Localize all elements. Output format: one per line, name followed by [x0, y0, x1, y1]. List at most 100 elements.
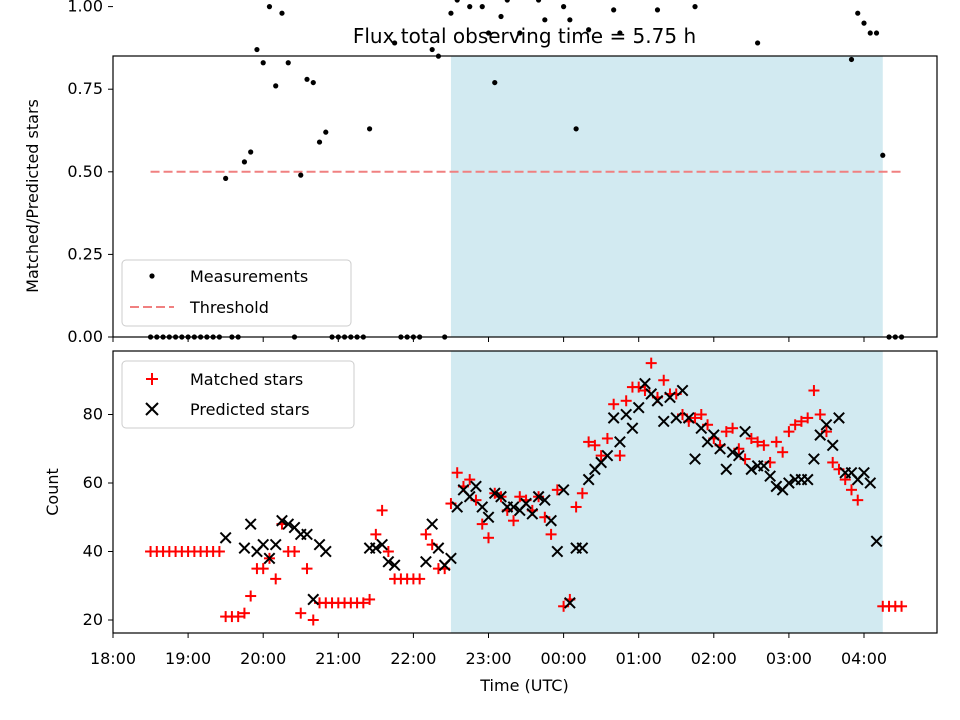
- chart-title: Flux total observing time = 5.75 h: [353, 24, 696, 48]
- measurement-point: [611, 7, 617, 13]
- predicted-star-point: [670, 412, 683, 424]
- measurement-point: [279, 10, 285, 16]
- bottom-y-tick-label: 60: [83, 473, 103, 492]
- x-tick-label: 01:00: [616, 649, 662, 668]
- predicted-star-point: [808, 453, 820, 465]
- measurement-point: [310, 79, 316, 86]
- bottom-panel: 20 40 60 80 18:00 19:00 20:00 21:00 22:00 23:00 00…: [43, 350, 938, 695]
- measurement-point: [479, 4, 485, 10]
- predicted-star-point: [545, 514, 557, 527]
- predicted-star-point: [689, 453, 701, 465]
- top-observing-window: [450, 56, 883, 337]
- matched-star-point: [288, 546, 300, 557]
- predicted-star-point: [870, 535, 883, 548]
- x-tick-label: 21:00: [315, 649, 361, 668]
- matched-star-point: [576, 487, 588, 499]
- matched-star-point: [245, 590, 257, 602]
- predicted-star-point: [269, 538, 282, 551]
- measurement-point: [266, 4, 273, 10]
- predicted-star-point: [582, 473, 595, 486]
- predicted-star-point: [319, 545, 332, 558]
- predicted-star-point: [538, 494, 551, 507]
- predicted-star-point: [244, 518, 257, 531]
- top-legend-box: [121, 259, 352, 327]
- measurement-point: [254, 46, 260, 53]
- matched-star-point: [464, 474, 476, 486]
- matched-star-point: [608, 398, 620, 410]
- measurement-point: [223, 175, 229, 182]
- predicted-star-point: [664, 391, 676, 404]
- top-y-tick-label: 1.00: [67, 0, 103, 16]
- predicted-star-point: [764, 470, 777, 483]
- x-tick-label: 22:00: [390, 649, 436, 668]
- matched-star-point: [232, 611, 244, 623]
- measurement-point: [855, 10, 861, 16]
- measurement-point: [561, 4, 567, 10]
- x-tick-label: 20:00: [240, 649, 286, 668]
- measurement-point: [692, 4, 698, 10]
- measurement-point: [848, 56, 855, 63]
- predicted-star-point: [607, 412, 620, 424]
- matched-star-point: [589, 439, 601, 451]
- predicted-star-point: [632, 401, 645, 414]
- predicted-star-point: [745, 463, 758, 476]
- top-panel: 0.000.250.500.751.001.25 Matched/Predict…: [23, 0, 938, 346]
- matched-star-point: [451, 467, 463, 479]
- predicted-star-point: [782, 477, 795, 489]
- predicted-star-point: [282, 518, 295, 531]
- predicted-star-point: [369, 542, 382, 554]
- x-tick-label: 03:00: [766, 649, 812, 668]
- predicted-star-point: [219, 531, 232, 544]
- matched-star-point: [845, 484, 857, 496]
- matched-star-point: [795, 415, 807, 427]
- predicted-star-point: [757, 459, 770, 472]
- measurement-point: [654, 7, 661, 13]
- x-tick-label: 23:00: [465, 649, 511, 668]
- matched-star-point: [364, 593, 376, 605]
- matched-star-point: [802, 412, 814, 424]
- predicted-star-point: [520, 497, 532, 510]
- matched-star-point: [270, 573, 282, 585]
- matched-star-point: [645, 357, 657, 369]
- measurement-point: [304, 76, 310, 82]
- measurement-point: [467, 4, 473, 10]
- measurement-point: [880, 152, 886, 158]
- matched-star-point: [695, 409, 707, 420]
- predicted-star-point: [620, 408, 633, 421]
- measurement-point: [366, 126, 373, 132]
- matched-star-point: [896, 600, 908, 612]
- matched-star-point: [727, 422, 739, 434]
- measurement-point: [454, 0, 460, 3]
- matched-star-point: [777, 446, 789, 458]
- matched-star-point: [583, 436, 595, 448]
- predicted-star-point: [451, 501, 464, 513]
- x-tick-label: 02:00: [691, 649, 737, 668]
- matched-star-point: [783, 426, 795, 438]
- measurement-point: [567, 17, 573, 23]
- predicted-star-point: [551, 545, 564, 558]
- matched-star-point: [420, 528, 432, 540]
- measurement-point: [298, 172, 304, 178]
- predicted-star-point: [563, 596, 576, 609]
- predicted-star-point: [470, 480, 482, 493]
- measurement-point: [241, 159, 248, 165]
- top-y-tick-label: 0.50: [67, 162, 103, 181]
- bottom-y-axis-label: Count: [43, 468, 62, 516]
- measurement-point: [485, 30, 492, 36]
- predicted-star-point: [739, 425, 751, 438]
- measurement-point: [285, 60, 291, 66]
- measurement-point: [617, 30, 623, 36]
- predicted-star-point: [682, 412, 695, 424]
- matched-star-point: [814, 409, 826, 420]
- top-panel-frame: [112, 55, 938, 338]
- predicted-star-point: [732, 449, 745, 462]
- matched-star-point: [483, 532, 494, 544]
- predicted-star-point: [376, 538, 389, 551]
- matched-star-point: [770, 436, 782, 448]
- matched-star-point: [382, 546, 394, 557]
- matched-legend-marker: [146, 373, 158, 385]
- measurement-point: [755, 40, 761, 46]
- bottom-observing-window: [450, 351, 883, 633]
- bottom-legend: Matched stars Predicted stars: [121, 360, 355, 429]
